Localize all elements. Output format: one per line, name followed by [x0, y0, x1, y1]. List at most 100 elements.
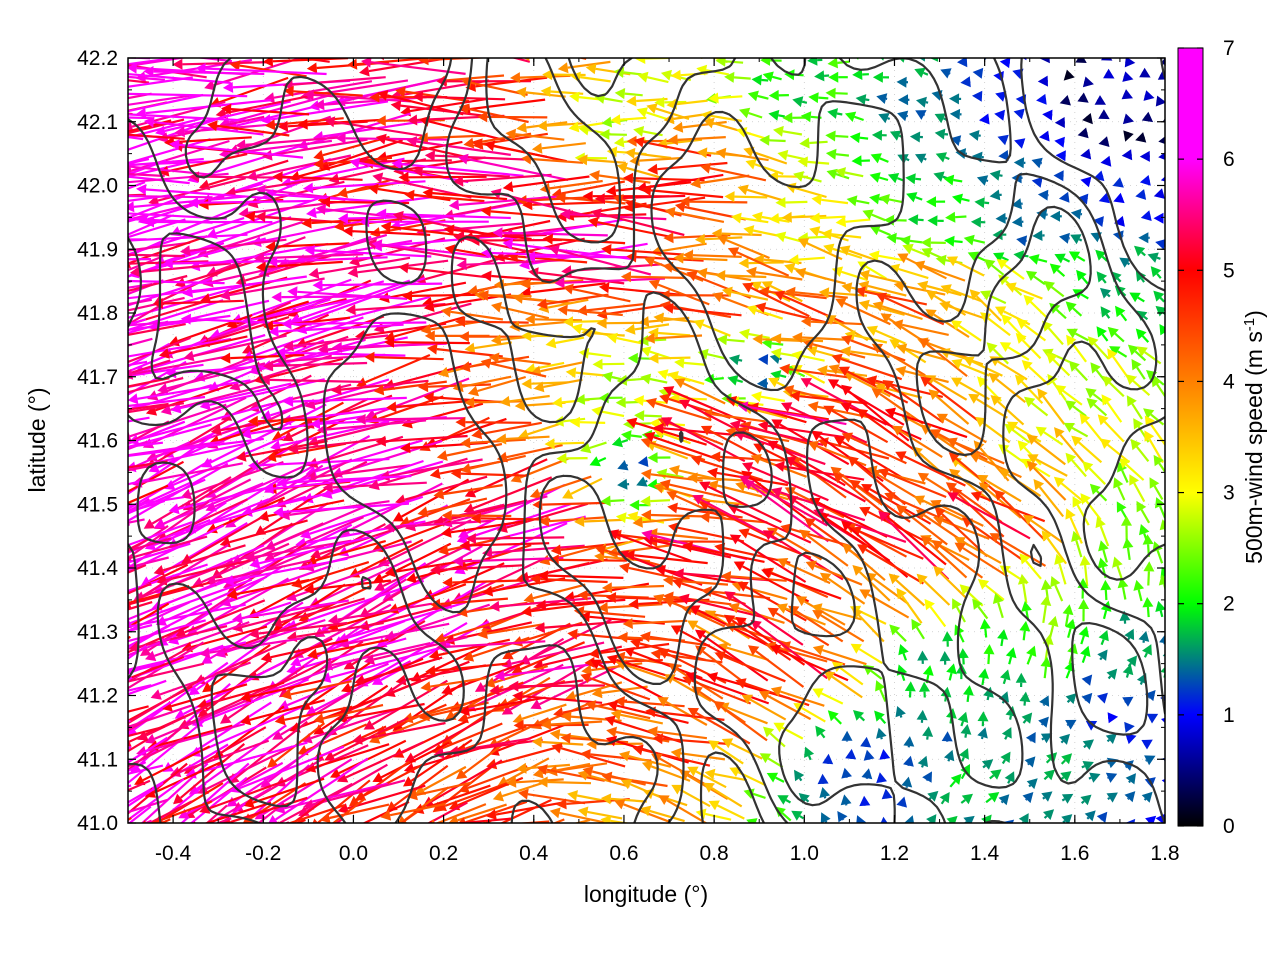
colorbar-tick-label: 3 — [1223, 482, 1235, 505]
wind-vector — [128, 93, 204, 113]
wind-vector — [1160, 176, 1165, 182]
x-tick-label: 1.0 — [790, 842, 819, 865]
wind-vector — [616, 162, 663, 180]
wind-vector — [614, 88, 643, 100]
wind-vector — [1158, 152, 1165, 160]
y-axis-label: latitude (°) — [24, 387, 50, 492]
wind-vector — [1031, 157, 1043, 169]
wind-vector — [708, 92, 743, 104]
wind-vector — [1112, 177, 1124, 188]
wind-vector — [391, 158, 524, 177]
wind-vector — [412, 165, 510, 178]
wind-vector — [667, 134, 726, 146]
wind-vector — [851, 155, 870, 167]
wind-vector — [1082, 113, 1093, 125]
wind-vector — [128, 172, 165, 178]
wind-vector — [855, 94, 870, 105]
wind-vector — [128, 160, 191, 178]
wind-vector — [1155, 95, 1165, 107]
wind-vector — [577, 154, 626, 166]
wind-vector — [896, 76, 908, 88]
wind-vector — [797, 156, 830, 168]
wind-vector — [128, 94, 193, 106]
y-tick-label: 41.3 — [77, 621, 118, 644]
wind-vector — [283, 85, 363, 97]
wind-vector — [916, 96, 929, 108]
wind-vector — [457, 153, 569, 181]
wind-vector — [869, 172, 889, 183]
wind-vector — [724, 71, 751, 83]
colorbar-label: 500m-wind speed (m s-1) — [1241, 310, 1267, 564]
wind-vector — [808, 92, 829, 104]
wind-vector — [929, 58, 939, 62]
wind-vector — [568, 121, 605, 133]
wind-vector — [595, 43, 629, 56]
wind-vector — [349, 157, 469, 184]
wind-vector — [1054, 136, 1065, 148]
wind-vector — [457, 825, 528, 836]
wind-vector — [768, 109, 785, 121]
wind-vector — [1053, 170, 1064, 182]
wind-vector — [690, 174, 750, 189]
wind-vector — [128, 318, 147, 326]
x-tick-label: 1.2 — [880, 842, 909, 865]
wind-vector — [128, 92, 248, 98]
y-tick-label: 41.8 — [77, 302, 118, 325]
wind-vector — [699, 58, 703, 59]
y-tick-label: 42.2 — [77, 47, 118, 70]
wind-vector — [1037, 75, 1048, 87]
wind-vector — [1098, 109, 1110, 120]
wind-vector — [531, 142, 586, 154]
wind-vectors — [128, 41, 1165, 841]
wind-vector — [261, 138, 368, 161]
wind-vector — [1122, 113, 1134, 125]
colorbar-tick-label: 1 — [1223, 704, 1235, 727]
wind-vector — [1145, 47, 1156, 58]
wind-vector — [128, 79, 150, 84]
wind-vector — [979, 113, 990, 125]
colorbar-tick-label: 0 — [1223, 815, 1235, 838]
wind-vector — [972, 67, 984, 79]
wind-vector — [949, 108, 962, 120]
wind-vector — [1123, 130, 1134, 142]
wind-vector — [1080, 176, 1092, 188]
wind-vector — [1042, 109, 1053, 121]
wind-vector — [792, 96, 808, 108]
wind-vector — [1063, 47, 1074, 58]
wind-vector — [636, 107, 669, 121]
wind-vector — [128, 195, 245, 213]
x-tick-label: 0.2 — [429, 842, 458, 865]
wind-vector — [872, 71, 890, 83]
wind-vector — [949, 93, 962, 105]
wind-vector — [477, 111, 548, 123]
wind-vector — [398, 171, 487, 183]
wind-vector — [313, 135, 390, 161]
wind-vector — [1121, 149, 1133, 161]
wind-vector — [207, 120, 290, 137]
wind-vector — [997, 134, 1009, 146]
wind-vector — [195, 63, 327, 76]
wind-vector — [260, 100, 389, 125]
wind-vector — [128, 319, 130, 323]
y-tick-label: 42.0 — [77, 175, 118, 198]
y-tick-label: 41.6 — [77, 430, 118, 453]
wind-vector — [128, 58, 171, 66]
wind-vector — [143, 116, 264, 136]
wind-vector — [905, 173, 922, 185]
x-tick-label: -0.4 — [155, 842, 192, 865]
wind-vector — [589, 170, 651, 184]
wind-vector — [172, 58, 272, 70]
wind-vector — [335, 132, 449, 144]
wind-vector — [1077, 92, 1089, 103]
wind-vector — [128, 194, 171, 202]
wind-vector — [430, 41, 508, 57]
wind-vector — [128, 175, 190, 185]
wind-vector — [390, 100, 484, 117]
wind-vector — [825, 130, 849, 142]
wind-vector — [768, 89, 789, 101]
wind-vector — [128, 113, 249, 122]
colorbar-tick-label: 4 — [1223, 370, 1235, 393]
wind-vector — [340, 825, 410, 841]
wind-vector — [940, 68, 952, 79]
y-tick-label: 41.5 — [77, 493, 118, 516]
